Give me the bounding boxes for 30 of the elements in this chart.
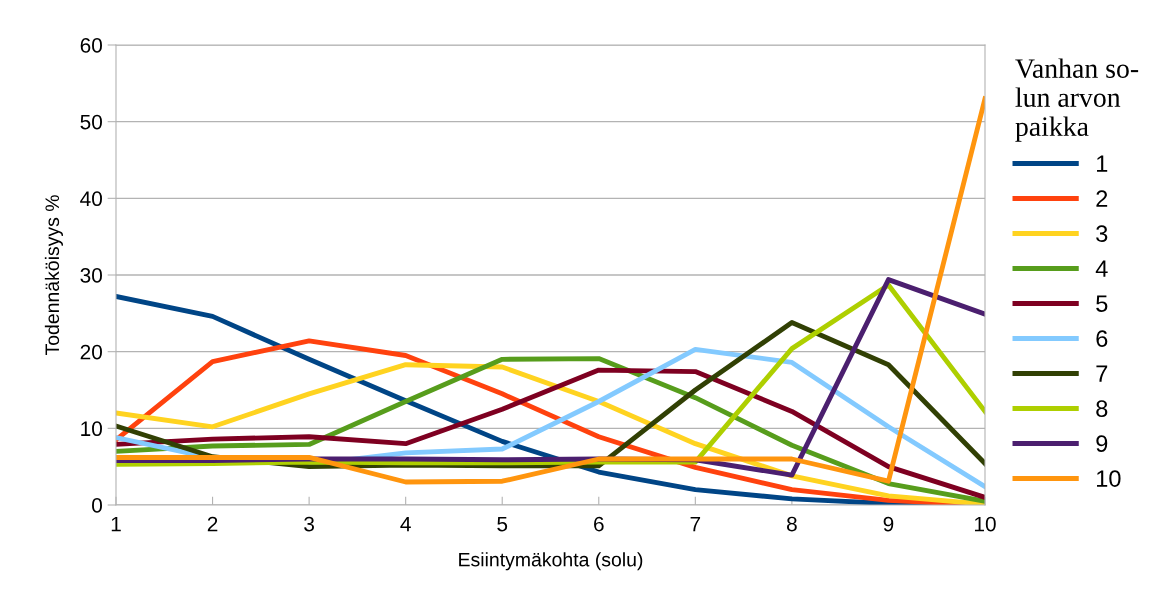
x-tick-label: 7 <box>690 516 701 532</box>
legend-label: 7 <box>1096 365 1108 382</box>
y-tick-label: 40 <box>80 191 102 207</box>
legend-label: 10 <box>1097 470 1121 487</box>
x-tick-label: 8 <box>787 516 797 532</box>
x-tick-label: 1 <box>111 516 121 532</box>
y-tick-label: 0 <box>92 498 102 513</box>
legend-label: 9 <box>1096 435 1108 452</box>
y-tick-label: 60 <box>80 38 102 53</box>
y-tick-label: 50 <box>80 114 102 130</box>
y-axis-title: Todennäköisyys % <box>44 195 63 356</box>
x-tick-label: 9 <box>883 516 894 532</box>
x-tick-label: 10 <box>975 516 996 532</box>
y-tick-label: 30 <box>80 268 102 283</box>
legend-label: 4 <box>1095 260 1108 277</box>
x-tick-label: 6 <box>594 516 604 532</box>
legend-label: 2 <box>1096 190 1108 207</box>
y-tick-label: 10 <box>81 421 102 437</box>
legend-label: 5 <box>1096 295 1108 312</box>
x-tick-label: 2 <box>207 516 218 532</box>
x-axis-title: Esiintymäkohta (solu) <box>459 552 643 571</box>
legend-label: 8 <box>1096 400 1108 417</box>
legend-title: Vanhan so- lun arvon paikka <box>1015 58 1139 142</box>
x-tick-label: 5 <box>497 516 508 532</box>
y-tick-label: 20 <box>80 344 102 360</box>
x-tick-label: 3 <box>304 516 314 532</box>
x-tick-label: 4 <box>400 516 411 532</box>
legend-label: 1 <box>1097 155 1108 172</box>
legend-label: 6 <box>1096 330 1108 347</box>
legend-label: 3 <box>1096 225 1108 242</box>
